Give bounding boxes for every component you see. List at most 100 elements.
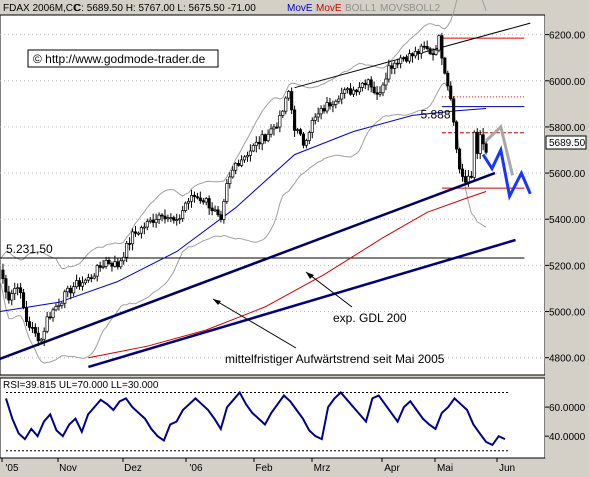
candle-body [207, 198, 211, 209]
candle-body [113, 261, 117, 267]
ema-red-gdl200-line [88, 191, 487, 359]
candle-body [407, 53, 412, 62]
candle-body [251, 145, 255, 152]
rsi-title: RSI=39.815 UL=70.000 LL=30.000 [3, 380, 159, 391]
candle-body [425, 46, 429, 50]
candle-body [136, 232, 141, 235]
annotation-aufwaertstrend: mittelfristiger Aufwärtstrend seit Mai 2… [225, 352, 445, 366]
ema-blue-line [0, 108, 487, 312]
candle-body [1, 269, 5, 280]
candle-body [10, 293, 14, 301]
rsi-tick-label: 60.0000 [549, 403, 586, 414]
candle-body [222, 201, 226, 220]
candle-body [30, 327, 34, 329]
y-tick-label: 5600.00 [549, 169, 586, 180]
trend-lower-line [88, 238, 516, 369]
candle-body [266, 133, 270, 142]
candle-body [181, 210, 185, 219]
candle-body [446, 72, 450, 87]
legend-entry-0: MovE [287, 3, 313, 14]
candle-body [86, 277, 90, 281]
y-axis-ticks: 4800.00 5000.00 5200.00 5400.00 5600.00 5800.… [545, 31, 586, 365]
candle-body [72, 286, 76, 294]
projection-blue-line [481, 145, 532, 201]
candle-body [13, 288, 17, 294]
candle-body [413, 51, 417, 57]
x-tick-label: '05 [5, 463, 18, 474]
candle-body [80, 282, 85, 287]
candles [1, 32, 532, 347]
candle-body [328, 102, 332, 107]
header-ohlc-text: C: 5689.50 H: 5767.00 L: 5675.50 -71.00 [74, 3, 256, 14]
candle-body [234, 162, 238, 171]
candle-body [166, 217, 170, 220]
watermark: © http://www.godmode-trader.de [27, 49, 219, 68]
candle-body [63, 291, 67, 304]
bollinger-lower-line [0, 82, 487, 364]
candle-body [192, 194, 196, 197]
candle-body [101, 265, 105, 268]
candle-body [449, 85, 453, 100]
candle-body [316, 113, 320, 118]
candle-body [301, 133, 305, 146]
candle-body [133, 231, 138, 234]
candle-body [201, 200, 205, 203]
candle-body [119, 260, 123, 268]
candle-body [151, 219, 155, 223]
candle-body [142, 226, 146, 229]
candle-body [284, 97, 288, 112]
candle-body [89, 277, 93, 279]
candle-body [83, 279, 87, 284]
candle-body [384, 78, 388, 86]
candle-body [463, 176, 468, 183]
candle-body [163, 215, 167, 220]
candle-body [466, 175, 470, 183]
candle-body [475, 131, 479, 154]
candle-body [104, 259, 108, 267]
x-tick-label: Apr [384, 463, 400, 474]
candle-body [19, 287, 23, 294]
legend-entry-1: MovE [316, 3, 342, 14]
bollinger-upper-line [0, 0, 487, 269]
candle-body [116, 261, 120, 268]
candle-body [360, 82, 364, 88]
candle-body [393, 62, 397, 69]
candle-body [272, 126, 276, 130]
candle-body [210, 207, 214, 211]
candle-body [198, 197, 202, 201]
arrow-gdl200 [305, 271, 353, 308]
candle-body [16, 287, 20, 290]
annotation-5888: 5.888 [421, 108, 451, 122]
candle-body [22, 292, 26, 308]
candle-body [245, 155, 250, 158]
arrow-trend [212, 298, 297, 349]
candle-body [322, 108, 326, 112]
candle-body [213, 209, 217, 212]
candle-body [107, 259, 111, 264]
candle-body [290, 91, 294, 111]
candle-body [484, 143, 488, 153]
candle-body [157, 214, 161, 220]
annotation-5231: 5.231,50 [6, 242, 53, 256]
x-tick-label: Dez [124, 463, 142, 474]
candle-body [369, 79, 373, 88]
candle-body [184, 202, 188, 211]
candle-body [95, 265, 99, 277]
rsi-series-line [5, 390, 506, 447]
y-tick-label: 6200.00 [549, 31, 586, 42]
candle-body [428, 48, 432, 55]
y-axis-strip [545, 0, 589, 458]
candle-body [254, 141, 258, 146]
candle-body [169, 217, 173, 219]
candle-body [422, 45, 426, 48]
candle-body [39, 338, 43, 342]
candle-body [242, 156, 247, 161]
candle-body [33, 327, 37, 334]
candle-body [154, 219, 158, 223]
candle-body [216, 209, 220, 216]
candle-body [325, 102, 329, 112]
candle-body [92, 275, 96, 279]
rsi-plot-area [0, 377, 546, 459]
annotations: 5.888 5.231,50 exp. GDL 200 mittelfristiger… [6, 108, 451, 366]
